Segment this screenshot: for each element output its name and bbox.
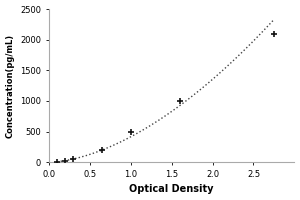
X-axis label: Optical Density: Optical Density (129, 184, 214, 194)
Y-axis label: Concentration(pg/mL): Concentration(pg/mL) (6, 34, 15, 138)
